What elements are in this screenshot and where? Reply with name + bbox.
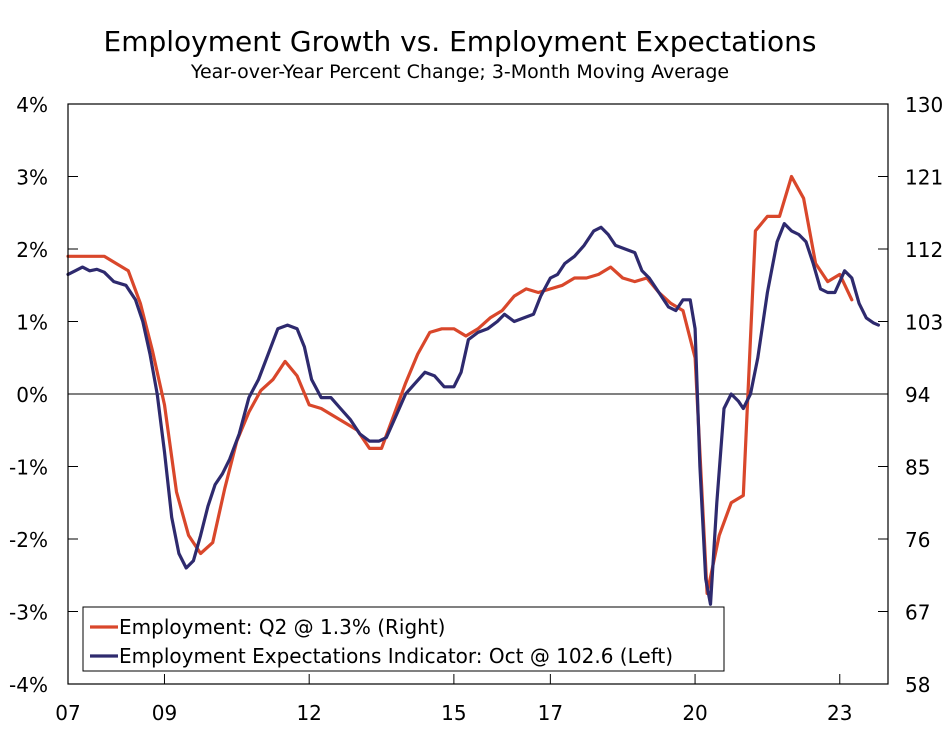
x-tick-label: 15 (441, 701, 466, 725)
y-right-tick-label: 58 (905, 673, 930, 697)
legend: Employment: Q2 @ 1.3% (Right) Employment … (82, 606, 725, 672)
series-line-expectations (66, 222, 880, 606)
x-tick-label: 12 (296, 701, 321, 725)
x-tick-label: 07 (55, 701, 80, 725)
y-right-tick-label: 94 (905, 383, 930, 407)
y-right-tick-label: 112 (905, 238, 943, 262)
y-left-tick-label: 2% (16, 238, 48, 262)
axis-ticks-layer: -4% -3% -2% -1% 0% 1% 2% 3% 4% 58 67 76 85 94 103 112 12… (9, 93, 943, 725)
legend-label-expectations: Employment Expectations Indicator: Oct @… (119, 644, 673, 668)
y-left-tick-label: 3% (16, 166, 48, 190)
x-tick-label: 23 (827, 701, 852, 725)
chart-title: Employment Growth vs. Employment Expecta… (104, 25, 817, 58)
x-tick-label: 09 (152, 701, 177, 725)
plot-frame (67, 103, 889, 685)
chart-subtitle: Year-over-Year Percent Change; 3-Month M… (190, 61, 729, 83)
y-left-tick-label: -2% (9, 528, 48, 552)
y-right-tick-label: 67 (905, 601, 930, 625)
y-right-tick-label: 85 (905, 456, 930, 480)
x-tick-label: 17 (538, 701, 563, 725)
x-tick-label: 20 (682, 701, 707, 725)
y-left-tick-label: 1% (16, 311, 48, 335)
y-left-tick-label: -4% (9, 673, 48, 697)
y-right-tick-label: 130 (905, 93, 943, 117)
legend-label-employment: Employment: Q2 @ 1.3% (Right) (119, 615, 445, 639)
series-line-employment (66, 174, 854, 595)
series-layer (66, 174, 880, 606)
y-right-tick-label: 76 (905, 528, 930, 552)
y-left-tick-label: 4% (16, 93, 48, 117)
legend-box (82, 606, 725, 672)
y-left-tick-label: -3% (9, 601, 48, 625)
y-left-tick-label: -1% (9, 456, 48, 480)
y-right-tick-label: 121 (905, 166, 943, 190)
y-right-tick-label: 103 (905, 311, 943, 335)
y-left-tick-label: 0% (16, 383, 48, 407)
